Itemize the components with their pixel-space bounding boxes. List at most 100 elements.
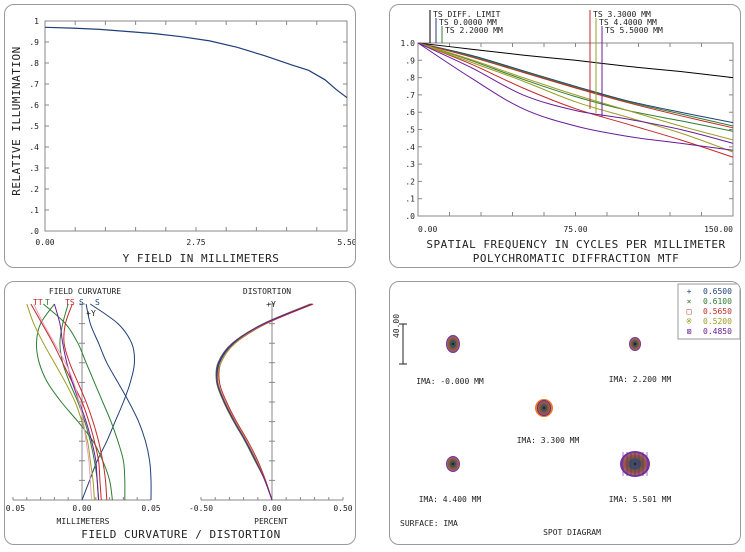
y-tick-label: .8: [405, 74, 415, 83]
field-curvature-line: [35, 303, 113, 501]
spot-legend-symbol: ×: [687, 297, 692, 306]
spot-field-label: IMA: 2.200 MM: [609, 375, 672, 384]
y-tick-label: .0: [405, 212, 415, 221]
mtf-series-line: [417, 42, 734, 153]
field-curvature-line: [33, 303, 93, 501]
x-axis-label: Y FIELD IN MILLIMETERS: [123, 252, 280, 265]
spot-field-label: IMA: 4.400 MM: [419, 495, 482, 504]
distortion-line: [216, 303, 312, 501]
field-curvature-distortion-chart: -0.05 0.00 0.05 -0.50 0.00 0.50 TTT TS S S FIEL…: [5, 287, 353, 541]
y-tick-label: 1.0: [401, 39, 416, 48]
distortion-title: DISTORTION: [243, 287, 291, 296]
y-tick-label: .7: [405, 91, 415, 100]
mtf-legend-label: TS 4.4000 MM: [599, 18, 657, 27]
relative-illumination-panel: .0 .1 .2 .3 .4 .5 .6 .7 .8 .9 1 0.00 2.75 5.50 Y FIEL…: [4, 4, 356, 268]
y-tick-label: .4: [29, 143, 39, 152]
spot-diagram-chart: +0.6500 × 0.6100 □ 0.5650 ※ 0.5200 ⊠ 0.4850 IMA:…: [392, 283, 740, 537]
x-tick-label: 2.75: [186, 238, 205, 247]
spot-field-label: IMA: 5.501 MM: [609, 495, 672, 504]
y-tick-label: .1: [29, 206, 39, 215]
distortion-x-label: PERCENT: [254, 517, 288, 526]
distortion-line: [215, 303, 311, 501]
spot-legend-value: 0.6100: [703, 297, 732, 306]
spot-legend-value: 0.6500: [703, 287, 732, 296]
field-curvature-x-label: MILLIMETERS: [57, 517, 110, 526]
distortion-line: [216, 303, 312, 501]
scale-bar-label: 40.00: [392, 314, 401, 338]
spot-legend-box: [677, 283, 740, 340]
field-curvature-legend-label: TT: [33, 298, 43, 307]
x-tick-label: 5.50: [337, 238, 356, 247]
footer-title: FIELD CURVATURE / DISTORTION: [81, 528, 280, 541]
field-curvature-line: [43, 303, 126, 501]
mtf-series-line: [417, 42, 734, 127]
spot-legend-symbol: ※: [686, 317, 693, 326]
distortion-line: [218, 303, 314, 501]
y-tick-label: .8: [29, 59, 39, 68]
spot-diagram-title: SPOT DIAGRAM: [543, 528, 601, 537]
field-curvature-line: [26, 303, 95, 501]
y-tick-label: .9: [405, 56, 415, 65]
distortion-x-tick-label: 0.50: [333, 504, 352, 513]
spot-legend-value: 0.5200: [703, 317, 732, 326]
mtf-series-line: [417, 42, 734, 141]
spot-field-label: IMA: 3.300 MM: [517, 436, 580, 445]
field-curvature-legend-label: TS: [65, 298, 75, 307]
y-tick-label: .2: [405, 177, 415, 186]
distortion-y-label: +Y: [266, 300, 276, 309]
x-tick-label: 0.00: [35, 238, 54, 247]
spot-center: [542, 406, 546, 410]
field-curvature-line: [30, 303, 102, 501]
field-curvature-x-tick-label: 0.00: [72, 504, 91, 513]
y-tick-label: .1: [405, 195, 415, 204]
illumination-curve: [44, 26, 348, 99]
spot-legend-symbol: □: [687, 307, 692, 316]
plot-frame: [417, 42, 734, 217]
distortion-line: [217, 303, 311, 501]
mtf-series-line: [417, 42, 734, 158]
field-curvature-x-tick-label: 0.05: [141, 504, 160, 513]
mtf-series-line: [417, 42, 734, 79]
spot-legend-value: 0.4850: [703, 327, 732, 336]
field-curvature-legend-label: S: [79, 298, 84, 307]
field-curvature-y-label: +Y: [86, 309, 96, 318]
spot-center: [633, 462, 637, 466]
mtf-series-line: [417, 42, 734, 132]
mtf-legend-label: TS 0.0000 MM: [439, 18, 497, 27]
distortion-x-tick-label: -0.50: [189, 504, 213, 513]
y-tick-label: .6: [405, 108, 415, 117]
spot-legend-symbol: +: [687, 287, 692, 296]
y-tick-label: .3: [29, 164, 39, 173]
field-curvature-distortion-panel: -0.05 0.00 0.05 -0.50 0.00 0.50 TTT TS S S FIEL…: [4, 281, 356, 545]
y-tick-label: .4: [405, 143, 415, 152]
mtf-chart: .0 .1 .2 .3 .4 .5 .6 .7 .8 .9 1.0 0.00 75.00 150.00 T…: [401, 10, 734, 265]
x-tick-label: 75.00: [563, 225, 587, 234]
spot-legend-symbol: ⊠: [687, 327, 692, 336]
y-tick-label: .0: [29, 227, 39, 236]
spot-legend-value: 0.5650: [703, 307, 732, 316]
chart-title: POLYCHROMATIC DIFFRACTION MTF: [473, 252, 680, 265]
field-curvature-line: [81, 303, 135, 501]
mtf-legend-label: TS 5.5000 MM: [605, 26, 663, 35]
y-tick-label: 1: [34, 17, 39, 26]
mtf-series-line: [417, 42, 734, 124]
spot-field-label: IMA: -0.000 MM: [416, 377, 484, 386]
relative-illumination-chart: .0 .1 .2 .3 .4 .5 .6 .7 .8 .9 1 0.00 2.75 5.50 Y FIEL…: [10, 17, 356, 265]
field-curvature-line: [59, 303, 100, 501]
y-axis-label: RELATIVE ILLUMINATION: [10, 46, 23, 196]
field-curvature-line: [85, 303, 152, 501]
y-tick-label: .7: [29, 80, 39, 89]
spot-center: [633, 342, 637, 346]
spot-center: [451, 462, 455, 466]
y-tick-label: .6: [29, 101, 39, 110]
y-tick-label: .2: [29, 185, 39, 194]
spot-diagram-panel: +0.6500 × 0.6100 □ 0.5650 ※ 0.5200 ⊠ 0.4850 IMA:…: [389, 281, 741, 545]
x-axis-label: SPATIAL FREQUENCY IN CYCLES PER MILLIMET…: [426, 238, 725, 251]
mtf-legend-label: TS DIFF. LIMIT: [433, 10, 501, 19]
mtf-panel: .0 .1 .2 .3 .4 .5 .6 .7 .8 .9 1.0 0.00 75.00 150.00 T…: [389, 4, 741, 268]
mtf-series-line: [417, 42, 734, 129]
mtf-series-line: [417, 42, 734, 144]
field-curvature-legend-label: S: [95, 298, 100, 307]
plot-frame: [44, 20, 348, 232]
y-tick-label: .9: [29, 38, 39, 47]
